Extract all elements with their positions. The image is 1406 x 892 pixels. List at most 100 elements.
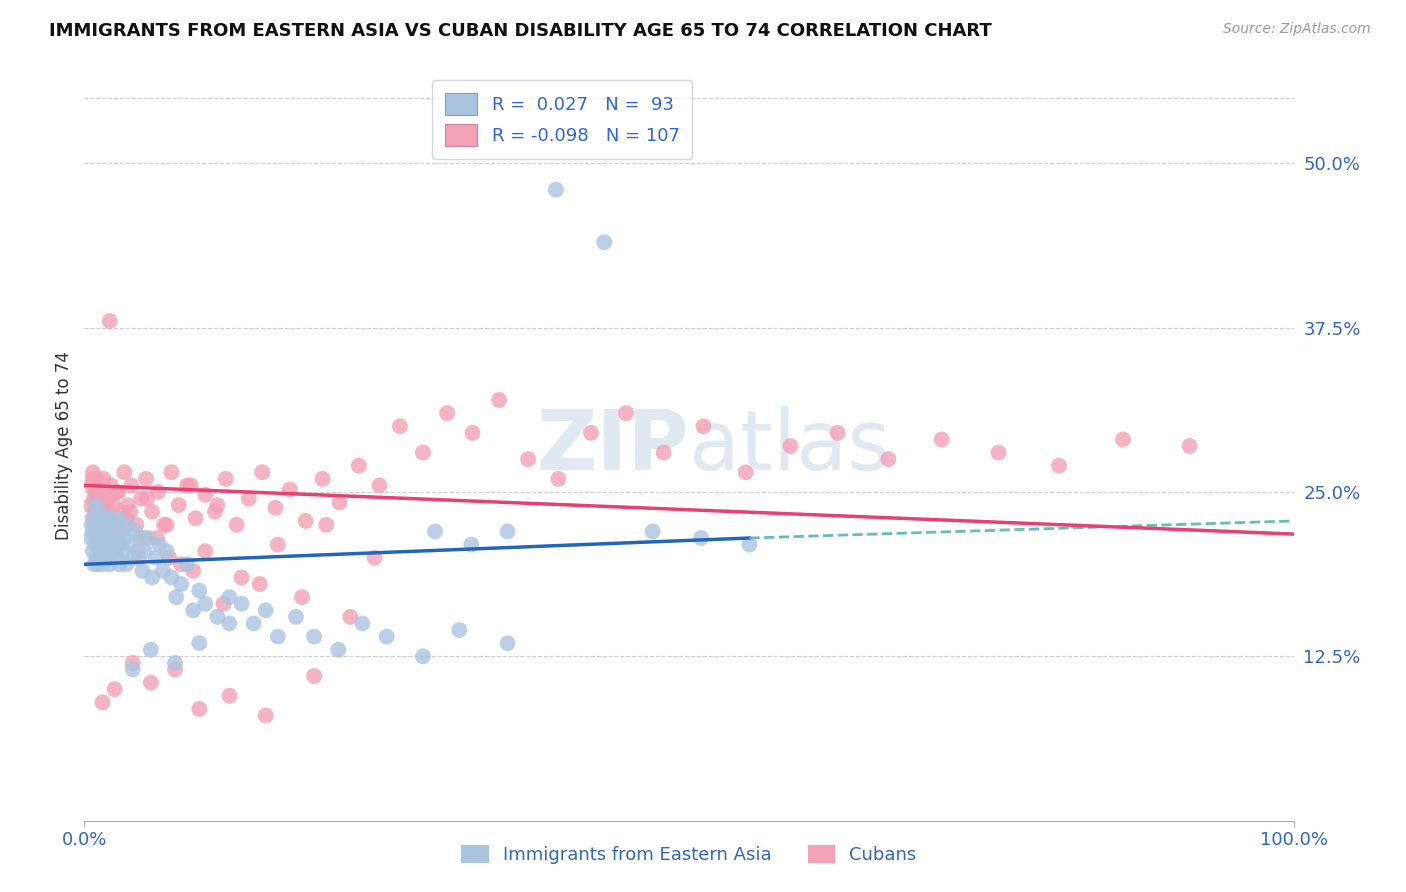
Point [90,531,112,545]
Point [207,498,229,512]
Point [328,495,350,509]
Point [104,544,127,558]
Text: atlas: atlas [689,406,890,486]
Point [82,472,104,486]
Point [89,550,111,565]
Point [375,630,398,644]
Point [94,544,117,558]
Point [181,564,204,578]
Point [110,538,132,552]
Point [449,623,471,637]
Point [91,498,114,512]
Point [170,558,193,572]
Point [249,577,271,591]
Point [311,472,333,486]
Point [204,505,226,519]
Point [90,517,112,532]
Point [302,630,325,644]
Point [987,445,1010,459]
Point [136,491,159,506]
Point [146,485,169,500]
Point [97,491,120,506]
Point [100,524,122,539]
Point [215,472,238,486]
Point [218,689,240,703]
Legend: R =  0.027   N =  93, R = -0.098   N = 107: R = 0.027 N = 93, R = -0.098 N = 107 [432,80,692,159]
Point [368,478,391,492]
Point [131,564,153,578]
Point [278,483,301,497]
Point [93,472,115,486]
Point [86,524,108,539]
Point [87,498,110,512]
Point [194,597,217,611]
Point [112,465,135,479]
Point [121,550,143,565]
Point [155,544,177,558]
Point [931,433,953,447]
Point [141,570,163,584]
Point [82,465,104,479]
Point [160,570,183,584]
Point [84,485,107,500]
Point [96,531,118,545]
Point [148,538,170,552]
Point [690,531,713,545]
Point [231,597,253,611]
Point [165,590,187,604]
Point [1047,458,1070,473]
Point [153,517,176,532]
Point [108,558,131,572]
Text: IMMIGRANTS FROM EASTERN ASIA VS CUBAN DISABILITY AGE 65 TO 74 CORRELATION CHART: IMMIGRANTS FROM EASTERN ASIA VS CUBAN DI… [49,22,993,40]
Point [152,564,174,578]
Point [121,663,143,677]
Point [93,531,115,545]
Point [121,656,143,670]
Point [98,558,121,572]
Point [117,498,139,512]
Point [1178,439,1201,453]
Point [188,702,211,716]
Point [94,485,117,500]
Point [124,524,146,539]
Point [111,524,134,539]
Point [347,458,370,473]
Point [877,452,900,467]
Point [412,445,434,459]
Point [388,419,411,434]
Point [212,597,235,611]
Point [80,478,103,492]
Point [225,517,247,532]
Point [284,610,308,624]
Point [112,544,135,558]
Point [779,439,801,453]
Point [593,235,616,250]
Point [86,531,108,545]
Point [352,616,374,631]
Point [267,630,290,644]
Point [250,465,273,479]
Point [423,524,446,539]
Point [80,517,103,532]
Point [110,524,132,539]
Point [84,505,107,519]
Point [641,524,664,539]
Point [103,498,125,512]
Point [101,538,124,552]
Point [579,425,602,440]
Point [188,583,211,598]
Point [184,511,207,525]
Point [231,570,253,584]
Point [82,544,104,558]
Point [488,392,510,407]
Point [121,478,143,492]
Point [94,538,117,552]
Point [91,695,114,709]
Point [83,517,105,532]
Point [614,406,637,420]
Point [84,498,107,512]
Point [104,682,127,697]
Point [145,550,167,565]
Point [218,616,240,631]
Point [176,478,198,492]
